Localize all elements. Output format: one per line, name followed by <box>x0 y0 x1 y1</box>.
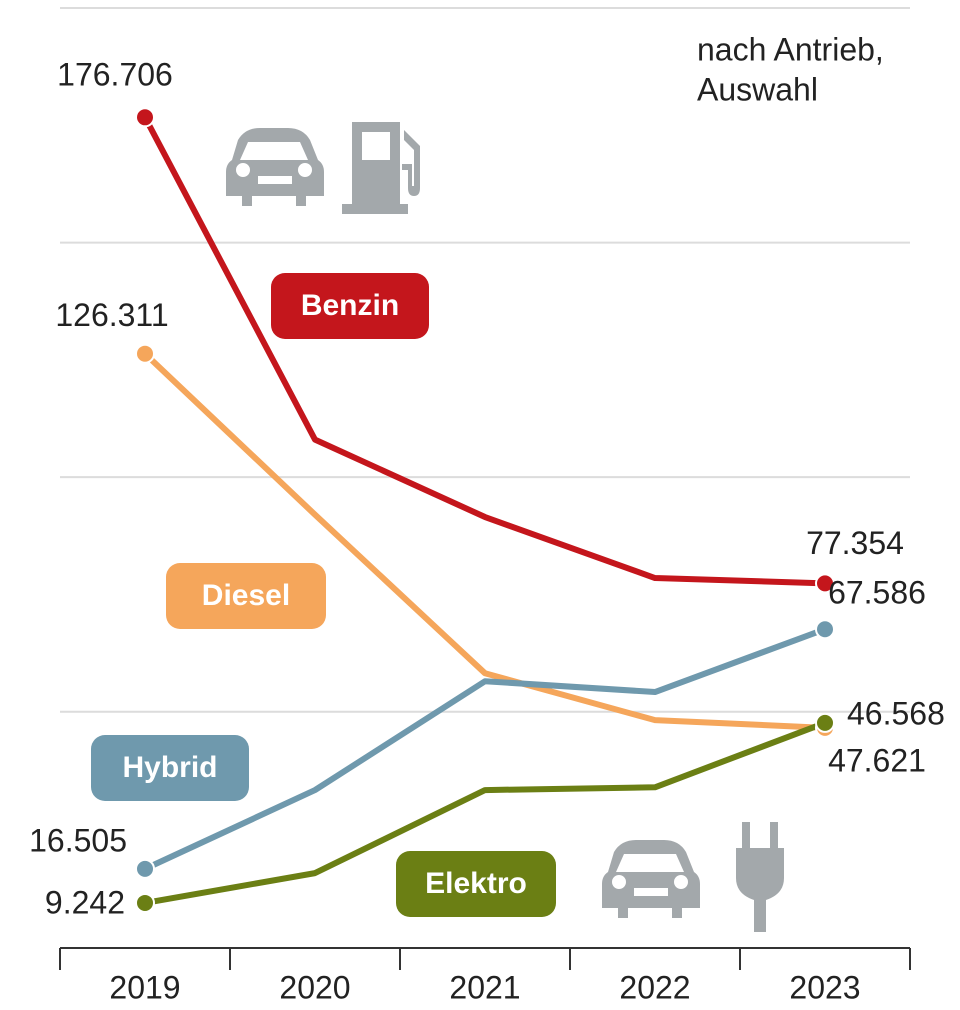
data-label: 9.242 <box>45 884 125 920</box>
series-line <box>142 351 826 731</box>
data-label: 176.706 <box>57 57 173 93</box>
legend-label: Hybrid <box>122 751 217 784</box>
series-badge <box>166 563 326 629</box>
x-tick-label: 2019 <box>109 969 180 1005</box>
plug-icon <box>736 822 784 932</box>
series-line <box>142 115 826 587</box>
car-icon <box>602 840 700 918</box>
series-badge <box>396 851 556 917</box>
x-tick-label: 2020 <box>279 969 350 1005</box>
data-label: 67.586 <box>828 575 926 611</box>
x-tick-label: 2023 <box>789 969 860 1005</box>
data-point <box>815 619 835 640</box>
series-badge <box>271 273 429 339</box>
data-label: 16.505 <box>29 822 127 858</box>
legend-label: Elektro <box>425 867 527 900</box>
data-point <box>815 573 835 594</box>
data-point <box>135 858 155 879</box>
series-badge <box>91 735 249 801</box>
car-icon <box>226 128 324 206</box>
data-point <box>135 107 155 128</box>
series-line <box>144 720 827 906</box>
x-tick-label: 2021 <box>449 969 520 1005</box>
legend-label: Diesel <box>202 579 290 612</box>
fuel-pump-icon <box>342 122 420 214</box>
data-point <box>135 343 155 364</box>
data-label: 47.621 <box>828 742 926 778</box>
data-point <box>135 892 155 913</box>
x-tick-label: 2022 <box>619 969 690 1005</box>
series-line <box>143 626 827 872</box>
data-label: 126.311 <box>55 297 168 333</box>
data-label: 77.354 <box>806 525 904 561</box>
annotation: nach Antrieb, <box>697 31 884 67</box>
legend-label: Benzin <box>301 289 399 322</box>
annotation: Auswahl <box>697 71 818 107</box>
data-point <box>815 712 835 733</box>
data-label: 46.568 <box>847 695 945 731</box>
